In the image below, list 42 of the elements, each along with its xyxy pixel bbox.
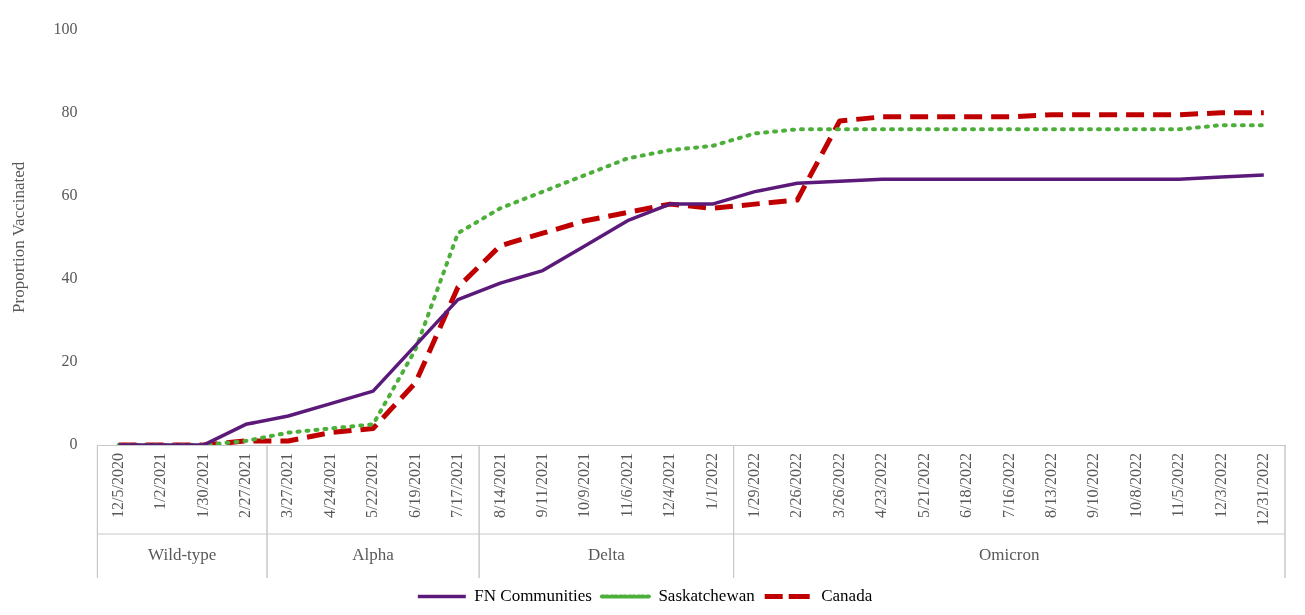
legend-label: FN Communities (474, 585, 592, 605)
x-tick-label: 1/30/2021 (193, 453, 211, 518)
x-tick-label: 9/10/2022 (1084, 453, 1102, 518)
x-tick-label: 2/27/2021 (236, 453, 254, 518)
text: Omicron (979, 545, 1041, 565)
y-tick-label: 40 (61, 269, 78, 287)
x-tick-label: 12/31/2022 (1254, 453, 1271, 526)
x-tick-label: 11/5/2022 (1169, 453, 1187, 518)
x-tick-label: 1/29/2022 (745, 453, 763, 518)
x-tick-label: 2/26/2022 (787, 453, 805, 518)
x-tick-label: 12/5/2020 (108, 453, 126, 518)
x-tick-label: 8/13/2022 (1041, 453, 1059, 518)
text: Wild-type (148, 545, 217, 565)
x-tick-label: 3/26/2022 (829, 453, 847, 518)
x-tick-label: 6/18/2022 (957, 453, 975, 518)
x-tick-label: 9/11/2021 (532, 453, 550, 518)
x-tick-label: 1/2/2021 (151, 453, 169, 510)
x-tick-label: 5/22/2021 (363, 453, 381, 518)
x-tick-label: 4/23/2022 (872, 453, 890, 518)
x-tick-label: 8/14/2021 (490, 453, 508, 518)
y-tick-label: 100 (53, 19, 78, 37)
x-tick-label: 7/16/2022 (999, 453, 1017, 518)
legend-label: Canada (821, 585, 873, 605)
x-tick-label: 10/8/2022 (1126, 453, 1144, 518)
x-tick-label: 5/21/2022 (914, 453, 932, 518)
x-tick-label: 11/6/2021 (617, 453, 635, 518)
x-tick-label: 12/3/2022 (1211, 453, 1229, 518)
legend-label: Saskatchewan (658, 585, 756, 605)
x-tick-label: 10/9/2021 (575, 453, 593, 518)
y-tick-label: 80 (61, 102, 78, 120)
y-tick-label: 20 (61, 352, 78, 370)
text: Alpha (352, 545, 395, 565)
x-tick-label: 1/1/2022 (702, 453, 720, 510)
y-tick-label: 60 (61, 186, 78, 204)
y-axis-title: Proportion Vaccinated (8, 161, 28, 313)
x-tick-label: 6/19/2021 (405, 453, 423, 518)
x-tick-label: 3/27/2021 (278, 453, 296, 518)
x-tick-label: 12/4/2021 (660, 453, 678, 518)
text: Delta (587, 545, 626, 565)
y-tick-label: 0 (69, 435, 78, 453)
x-tick-label: 4/24/2021 (320, 453, 338, 518)
x-tick-label: 7/17/2021 (448, 453, 466, 518)
